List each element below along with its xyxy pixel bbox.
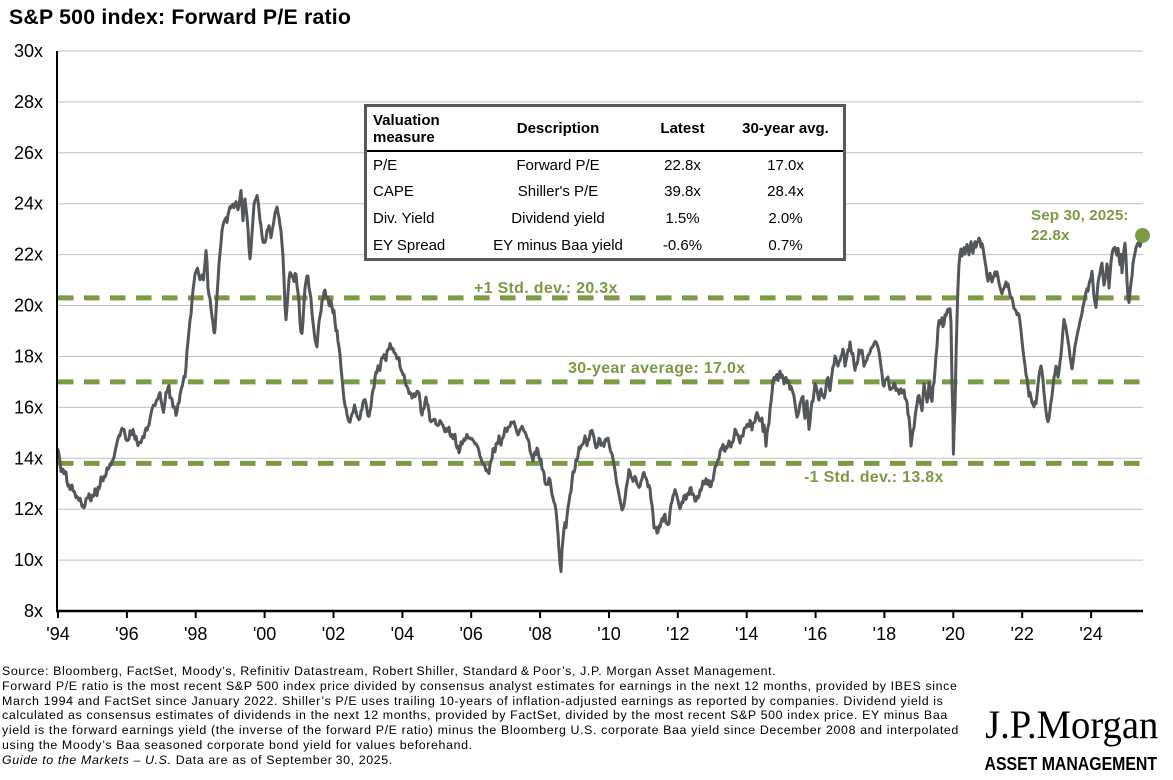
svg-text:'16: '16 [804, 624, 827, 644]
svg-text:'18: '18 [873, 624, 896, 644]
svg-text:16x: 16x [14, 397, 43, 417]
svg-text:14x: 14x [14, 448, 43, 468]
svg-text:'10: '10 [597, 624, 620, 644]
svg-text:'96: '96 [115, 624, 138, 644]
svg-text:26x: 26x [14, 143, 43, 163]
svg-text:'02: '02 [322, 624, 345, 644]
svg-text:24x: 24x [14, 194, 43, 214]
svg-text:'22: '22 [1010, 624, 1033, 644]
svg-text:12x: 12x [14, 499, 43, 519]
svg-text:'14: '14 [735, 624, 758, 644]
svg-text:30x: 30x [14, 41, 43, 61]
svg-text:'00: '00 [253, 624, 276, 644]
svg-text:28x: 28x [14, 92, 43, 112]
svg-text:22x: 22x [14, 245, 43, 265]
svg-text:'98: '98 [184, 624, 207, 644]
svg-text:10x: 10x [14, 550, 43, 570]
svg-text:'12: '12 [666, 624, 689, 644]
svg-text:'24: '24 [1079, 624, 1102, 644]
svg-text:'08: '08 [528, 624, 551, 644]
svg-text:'04: '04 [391, 624, 414, 644]
svg-text:'20: '20 [942, 624, 965, 644]
svg-text:8x: 8x [24, 601, 43, 621]
svg-text:'94: '94 [46, 624, 69, 644]
svg-text:18x: 18x [14, 347, 43, 367]
svg-text:'06: '06 [459, 624, 482, 644]
svg-text:20x: 20x [14, 296, 43, 316]
